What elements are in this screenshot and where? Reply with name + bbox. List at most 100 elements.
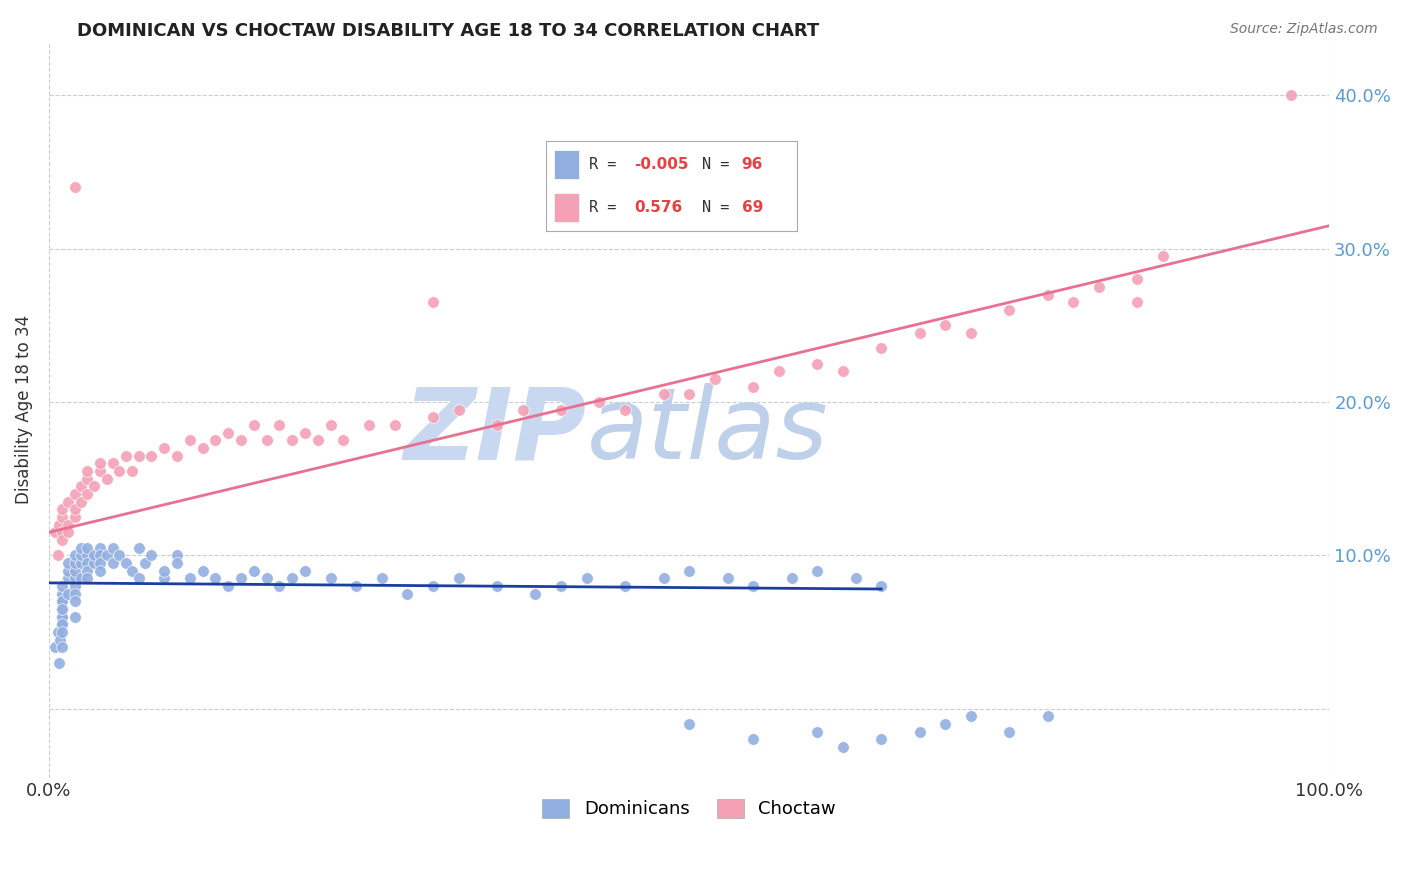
Text: Source: ZipAtlas.com: Source: ZipAtlas.com — [1230, 22, 1378, 37]
Point — [243, 417, 266, 432]
Point — [845, 571, 868, 585]
Point — [70, 541, 93, 555]
Point — [83, 556, 105, 570]
Point — [806, 564, 828, 578]
Point — [101, 556, 124, 570]
Point — [652, 387, 675, 401]
Text: ZIP: ZIP — [404, 384, 586, 480]
Text: 96: 96 — [742, 157, 763, 172]
Point — [63, 594, 86, 608]
Point — [51, 609, 73, 624]
Point — [1036, 709, 1059, 723]
Point — [108, 549, 131, 563]
Point — [56, 494, 79, 508]
Point — [294, 564, 316, 578]
Point — [51, 594, 73, 608]
Point — [56, 586, 79, 600]
Point — [46, 624, 69, 639]
Point — [294, 425, 316, 440]
Point — [332, 434, 354, 448]
Point — [831, 739, 853, 754]
Point — [806, 357, 828, 371]
Point — [101, 456, 124, 470]
Point — [179, 434, 201, 448]
Point — [422, 579, 444, 593]
Text: R =: R = — [589, 157, 626, 172]
Point — [63, 609, 86, 624]
Point — [44, 640, 66, 655]
Text: R =: R = — [589, 200, 634, 215]
Point — [63, 564, 86, 578]
Point — [51, 579, 73, 593]
Point — [652, 571, 675, 585]
Point — [114, 556, 136, 570]
Point — [128, 571, 150, 585]
Point — [269, 579, 291, 593]
Text: N =: N = — [702, 200, 738, 215]
Point — [89, 464, 111, 478]
Point — [51, 525, 73, 540]
Point — [89, 564, 111, 578]
Point — [371, 571, 394, 585]
Point — [101, 541, 124, 555]
Point — [70, 479, 93, 493]
Point — [153, 571, 176, 585]
Point — [153, 564, 176, 578]
Point — [128, 449, 150, 463]
Point — [63, 510, 86, 524]
Point — [63, 549, 86, 563]
Point — [76, 564, 98, 578]
Point — [870, 732, 893, 747]
Point — [204, 434, 226, 448]
Point — [51, 586, 73, 600]
Point — [281, 434, 304, 448]
Point — [51, 640, 73, 655]
Point — [269, 417, 291, 432]
Point — [83, 549, 105, 563]
Point — [486, 417, 509, 432]
Point — [121, 564, 143, 578]
Point — [319, 571, 342, 585]
Point — [70, 571, 93, 585]
Point — [1126, 272, 1149, 286]
Point — [703, 372, 725, 386]
Point — [63, 579, 86, 593]
Point — [908, 724, 931, 739]
Point — [870, 579, 893, 593]
Point — [1152, 249, 1174, 263]
Point — [614, 402, 637, 417]
Point — [307, 434, 329, 448]
Text: N =: N = — [702, 157, 738, 172]
Point — [56, 571, 79, 585]
Point — [256, 571, 278, 585]
Point — [141, 549, 163, 563]
Text: DOMINICAN VS CHOCTAW DISABILITY AGE 18 TO 34 CORRELATION CHART: DOMINICAN VS CHOCTAW DISABILITY AGE 18 T… — [77, 22, 820, 40]
Point — [512, 402, 534, 417]
Point — [166, 556, 188, 570]
Point — [141, 449, 163, 463]
Legend: Dominicans, Choctaw: Dominicans, Choctaw — [533, 790, 845, 828]
Point — [134, 556, 156, 570]
Point — [51, 617, 73, 632]
Point — [51, 510, 73, 524]
Point — [422, 410, 444, 425]
Point — [447, 571, 470, 585]
Point — [89, 541, 111, 555]
Point — [742, 732, 765, 747]
Point — [191, 441, 214, 455]
Point — [870, 342, 893, 356]
Point — [1126, 295, 1149, 310]
Point — [256, 434, 278, 448]
Point — [678, 564, 700, 578]
Point — [998, 724, 1021, 739]
Point — [319, 417, 342, 432]
Point — [780, 571, 803, 585]
Point — [614, 579, 637, 593]
Point — [959, 326, 981, 340]
Point — [806, 724, 828, 739]
Point — [229, 571, 252, 585]
Point — [742, 579, 765, 593]
Text: -0.005: -0.005 — [634, 157, 689, 172]
Point — [76, 464, 98, 478]
Point — [44, 525, 66, 540]
